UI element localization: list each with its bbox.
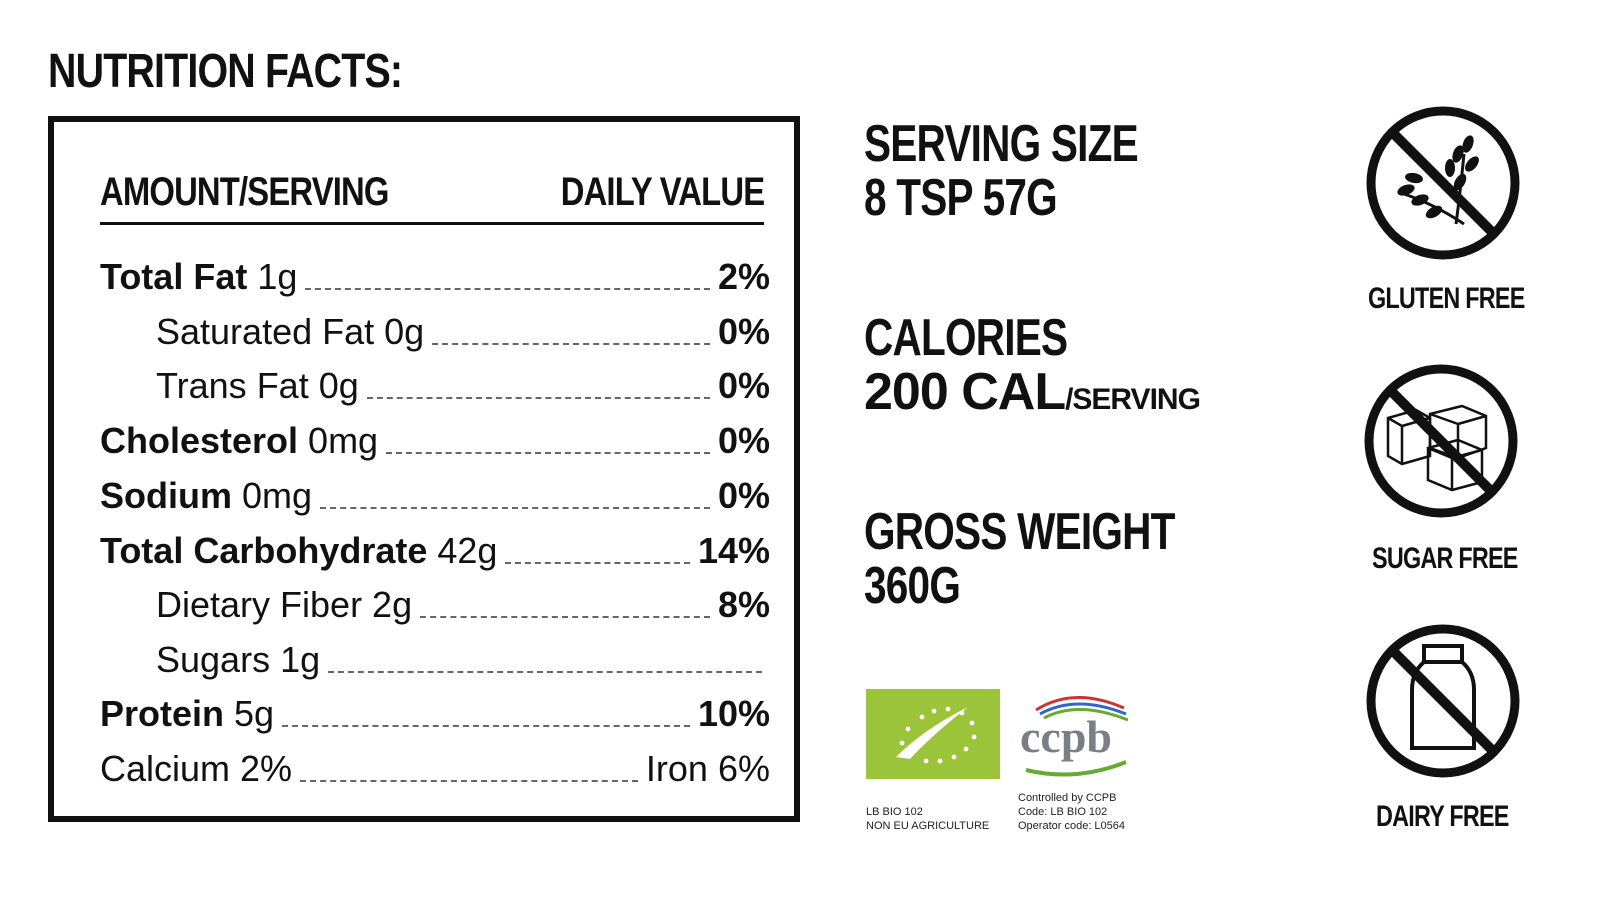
row-saturated-fat: Saturated Fat 0g 0% — [156, 311, 770, 357]
serving-size-label: SERVING SIZE — [864, 115, 1139, 173]
daily-value: 2% — [717, 256, 770, 297]
row-sodium: Sodium 0mg 0% — [100, 475, 770, 521]
daily-value: 10% — [697, 693, 770, 734]
dairy-free-icon — [1366, 624, 1520, 778]
nutrient-name: Saturated Fat 0g — [156, 311, 425, 352]
nutrient-amount: 1g — [257, 256, 298, 297]
nutrient-amount: 42g — [437, 530, 498, 571]
dotted-leader — [300, 780, 638, 782]
nutrient-name: Sodium — [100, 475, 232, 516]
nutrient-name: Sugars 1g — [156, 639, 321, 680]
gluten-free-label: GLUTEN FREE — [1368, 282, 1525, 315]
nutrient-name: Cholesterol — [100, 420, 299, 461]
daily-value: 8% — [717, 584, 770, 625]
eu-code: LB BIO 102 — [866, 806, 923, 818]
daily-value: 0% — [717, 365, 770, 406]
serving-size-value: 8 TSP 57G — [864, 169, 1058, 227]
gross-weight-value: 360G — [864, 557, 961, 615]
row-protein: Protein 5g 10% — [100, 693, 770, 739]
calcium-value: Calcium 2% — [100, 748, 293, 789]
gross-weight-block: GROSS WEIGHT 360G — [864, 502, 1262, 616]
row-trans-fat: Trans Fat 0g 0% — [156, 365, 770, 411]
daily-value-header: DAILY VALUE — [560, 170, 764, 214]
daily-value: 0% — [717, 475, 770, 516]
dotted-leader — [432, 343, 710, 345]
dairy-free-label: DAIRY FREE — [1376, 800, 1509, 833]
row-calcium-iron: Calcium 2% Iron 6% — [100, 748, 770, 794]
calories-unit: /SERVING — [1065, 383, 1201, 416]
daily-value: 0% — [717, 420, 770, 461]
daily-value: 14% — [697, 530, 770, 571]
ccpb-code: Code: LB BIO 102 — [1018, 806, 1108, 818]
ccpb-controlled: Controlled by CCPB — [1018, 792, 1117, 804]
ccpb-logo-text: ccpb — [1020, 711, 1112, 762]
gross-weight-label: GROSS WEIGHT — [864, 503, 1175, 561]
calories-value-line: 200 CAL/SERVING — [864, 362, 1201, 422]
dotted-leader — [366, 397, 710, 399]
nutrient-amount: 0mg — [308, 420, 379, 461]
serving-size-block: SERVING SIZE 8 TSP 57G — [864, 114, 1215, 228]
panel-header: AMOUNT/SERVING DAILY VALUE — [100, 168, 765, 225]
eu-cert-text: LB BIO 102 NON EU AGRICULTURE — [866, 805, 989, 833]
dotted-leader — [320, 507, 710, 509]
dotted-leader — [386, 452, 710, 454]
nutrition-panel: AMOUNT/SERVING DAILY VALUE Total Fat 1g … — [48, 116, 800, 822]
nutrient-name: Dietary Fiber 2g — [156, 584, 413, 625]
nutrient-name: Total Carbohydrate — [100, 530, 428, 571]
nutrient-amount: 0mg — [242, 475, 313, 516]
eu-organic-leaf-icon — [866, 689, 1000, 779]
nutrient-name: Trans Fat 0g — [156, 365, 359, 406]
ccpb-logo-icon: ccpb — [1020, 696, 1129, 777]
nutrient-amount: 5g — [234, 693, 275, 734]
calories-value: 200 CAL — [864, 363, 1066, 421]
nutrient-name: Total Fat — [100, 256, 248, 297]
iron-value: Iron 6% — [645, 748, 770, 789]
dotted-leader — [328, 671, 762, 673]
row-sugars: Sugars 1g — [156, 639, 770, 685]
gluten-free-icon — [1366, 106, 1520, 260]
amount-serving-header: AMOUNT/SERVING — [100, 170, 389, 214]
row-cholesterol: Cholesterol 0mg 0% — [100, 420, 770, 466]
dotted-leader — [505, 562, 690, 564]
page-title: NUTRITION FACTS: — [48, 45, 403, 98]
dotted-leader — [420, 616, 710, 618]
calories-label: CALORIES — [864, 309, 1068, 367]
dotted-leader — [282, 725, 690, 727]
row-dietary-fiber: Dietary Fiber 2g 8% — [156, 584, 770, 630]
sugar-free-icon — [1364, 364, 1518, 518]
nutrient-name: Protein — [100, 693, 225, 734]
sugar-free-label: SUGAR FREE — [1372, 542, 1518, 575]
eu-origin: NON EU AGRICULTURE — [866, 820, 990, 832]
row-total-fat: Total Fat 1g 2% — [100, 256, 770, 302]
ccpb-cert-text: Controlled by CCPB Code: LB BIO 102 Oper… — [1018, 791, 1125, 833]
row-total-carbohydrate: Total Carbohydrate 42g 14% — [100, 530, 770, 576]
dotted-leader — [305, 288, 710, 290]
daily-value: 0% — [717, 311, 770, 352]
calories-block: CALORIES 200 CAL/SERVING — [864, 308, 1201, 422]
ccpb-operator: Operator code: L0564 — [1018, 820, 1126, 832]
